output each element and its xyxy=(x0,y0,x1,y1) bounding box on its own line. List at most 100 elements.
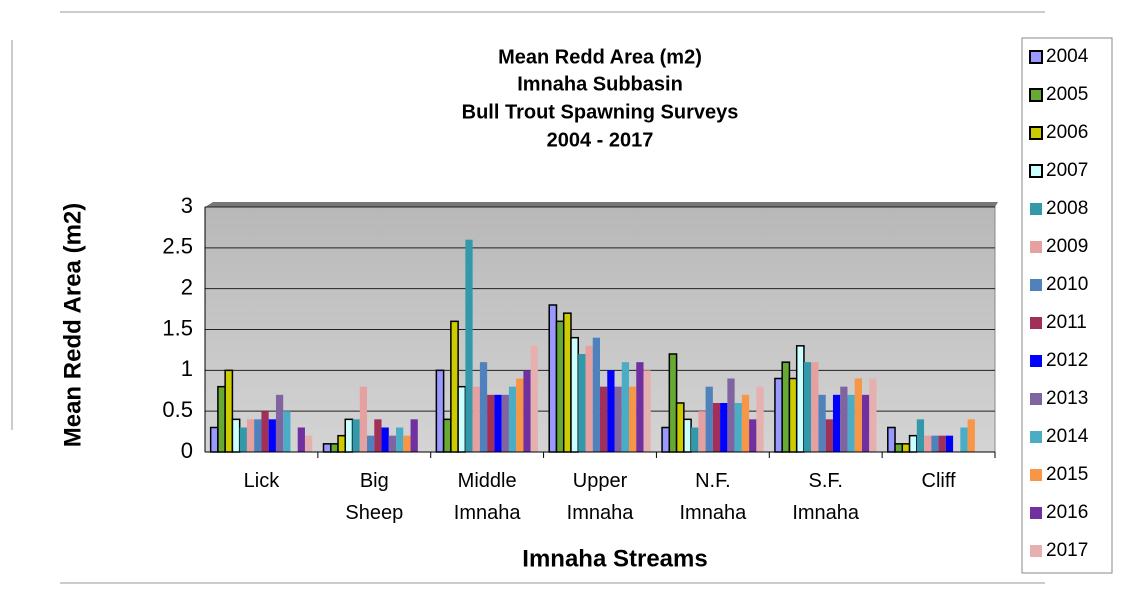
legend-label: 2010 xyxy=(1046,274,1088,295)
x-tick-label: N.F. Imnaha xyxy=(679,470,747,524)
bar xyxy=(337,434,347,453)
bar xyxy=(435,369,445,453)
legend-label: 2004 xyxy=(1046,46,1089,67)
bar xyxy=(924,435,932,452)
bar xyxy=(501,394,509,452)
bar xyxy=(516,378,524,452)
bar xyxy=(374,419,382,452)
legend-label: 2011 xyxy=(1046,312,1087,333)
legend-swatch xyxy=(1030,279,1042,291)
y-axis-title: Mean Redd Area (m2) xyxy=(59,203,86,448)
bar xyxy=(246,419,255,452)
legend-box xyxy=(1021,37,1113,574)
bar xyxy=(472,386,480,452)
legend-label: 2014 xyxy=(1046,426,1089,447)
bar xyxy=(304,435,313,452)
bar xyxy=(894,443,904,453)
bar xyxy=(283,411,291,452)
bar xyxy=(217,385,226,453)
bar xyxy=(795,345,805,453)
bar xyxy=(330,443,339,453)
legend-label: 2006 xyxy=(1046,122,1088,143)
bar xyxy=(562,312,572,453)
x-tick-label: Middle Imnaha xyxy=(454,470,522,524)
bar xyxy=(661,426,671,453)
bar xyxy=(359,386,368,452)
legend-swatch xyxy=(1030,393,1042,405)
bar xyxy=(691,427,699,452)
bar xyxy=(643,370,651,452)
bar xyxy=(683,418,692,453)
bar xyxy=(396,427,404,452)
bar xyxy=(832,394,841,452)
y-tick-label: 2.5 xyxy=(162,234,193,259)
bar xyxy=(585,345,593,452)
bar xyxy=(938,435,946,452)
bar xyxy=(268,419,276,452)
bar xyxy=(734,403,742,452)
bar xyxy=(727,378,735,452)
legend-label: 2012 xyxy=(1046,350,1088,371)
bar xyxy=(523,370,531,452)
bar xyxy=(450,320,459,453)
bar xyxy=(457,385,467,453)
legend-swatch xyxy=(1029,126,1043,140)
plot-depth xyxy=(205,202,998,207)
bar xyxy=(781,361,791,453)
bar xyxy=(636,362,644,452)
legend-swatch xyxy=(1030,317,1042,329)
bar xyxy=(803,362,812,452)
bar xyxy=(840,386,848,452)
bar xyxy=(705,386,713,452)
bar xyxy=(352,419,360,452)
x-axis-title: Imnaha Streams xyxy=(522,545,707,572)
bar xyxy=(621,362,630,452)
bar xyxy=(698,411,706,452)
legend-swatch xyxy=(1029,50,1043,64)
bar xyxy=(403,435,411,452)
legend-swatch xyxy=(1030,355,1042,367)
bar xyxy=(508,386,517,452)
bar xyxy=(788,377,798,453)
bar xyxy=(967,419,975,452)
bar xyxy=(847,394,855,452)
y-tick-label: 3 xyxy=(181,193,193,218)
bar xyxy=(410,419,418,452)
bar xyxy=(869,378,877,452)
bar xyxy=(297,427,305,452)
bar xyxy=(209,426,219,453)
bar xyxy=(254,419,262,452)
bar xyxy=(675,402,685,453)
bar xyxy=(614,386,622,452)
legend-label: 2017 xyxy=(1046,540,1088,561)
bar xyxy=(931,435,939,452)
legend-label: 2009 xyxy=(1046,236,1088,257)
y-tick-label: 1.5 xyxy=(162,315,193,340)
bar xyxy=(275,394,284,452)
legend-label: 2008 xyxy=(1046,198,1088,219)
chart-title: Mean Redd Area (m2) xyxy=(498,46,702,68)
bar xyxy=(239,427,247,452)
bar xyxy=(901,443,911,453)
bar xyxy=(548,304,558,453)
legend-label: 2005 xyxy=(1046,84,1088,105)
bar xyxy=(825,419,833,452)
chart-title: Bull Trout Spawning Surveys xyxy=(462,101,739,123)
bar xyxy=(908,434,918,453)
x-tick-label: Cliff xyxy=(922,470,957,492)
bar xyxy=(487,394,495,452)
x-tick-label: Lick xyxy=(244,470,281,492)
bar xyxy=(668,353,678,453)
bar xyxy=(720,403,728,452)
bar xyxy=(224,369,234,453)
bar xyxy=(367,435,375,452)
bar xyxy=(811,362,819,452)
legend-label: 2016 xyxy=(1046,502,1088,523)
legend-label: 2007 xyxy=(1046,160,1088,181)
x-tick-label: Upper Imnaha xyxy=(567,470,635,524)
legend-swatch xyxy=(1030,545,1042,557)
bar xyxy=(344,418,354,453)
bar xyxy=(945,435,954,452)
legend-label: 2015 xyxy=(1046,464,1088,485)
